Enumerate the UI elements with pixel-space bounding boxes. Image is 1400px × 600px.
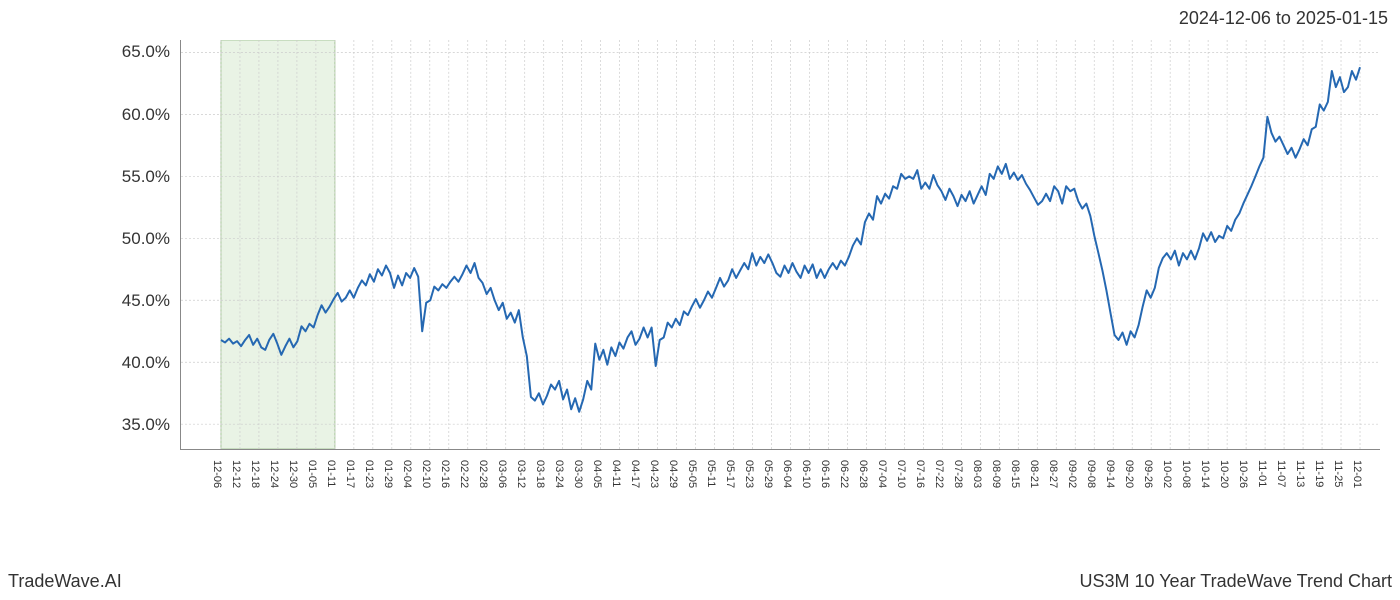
x-tick-label: 10-26: [1237, 460, 1249, 488]
plot-area: [180, 40, 1380, 450]
x-tick-label: 08-21: [1028, 460, 1040, 488]
x-tick-label: 04-17: [629, 460, 641, 488]
x-tick-label: 06-28: [857, 460, 869, 488]
x-tick-label: 02-22: [458, 460, 470, 488]
x-tick-label: 10-02: [1161, 460, 1173, 488]
x-tick-label: 02-16: [439, 460, 451, 488]
x-tick-label: 02-10: [420, 460, 432, 488]
x-tick-label: 03-18: [534, 460, 546, 488]
x-tick-label: 01-23: [363, 460, 375, 488]
x-tick-label: 11-19: [1313, 460, 1325, 487]
x-tick-label: 07-04: [876, 460, 888, 488]
x-tick-label: 06-16: [819, 460, 831, 488]
x-tick-label: 10-14: [1199, 460, 1211, 488]
x-tick-label: 05-11: [705, 460, 717, 487]
x-tick-label: 11-25: [1332, 460, 1344, 487]
x-tick-label: 07-28: [952, 460, 964, 488]
x-tick-label: 10-08: [1180, 460, 1192, 488]
x-tick-label: 03-06: [496, 460, 508, 488]
x-tick-label: 12-01: [1351, 460, 1363, 488]
line-chart-svg: [181, 40, 1380, 449]
x-tick-label: 02-04: [401, 460, 413, 488]
x-tick-label: 05-29: [762, 460, 774, 488]
x-tick-label: 12-30: [287, 460, 299, 488]
x-tick-label: 09-26: [1142, 460, 1154, 488]
x-tick-label: 12-24: [268, 460, 280, 488]
brand-label: TradeWave.AI: [8, 571, 122, 592]
x-tick-label: 01-05: [306, 460, 318, 488]
x-tick-label: 09-02: [1066, 460, 1078, 488]
y-tick-label: 65.0%: [100, 42, 170, 62]
x-tick-label: 12-12: [230, 460, 242, 488]
x-tick-label: 04-05: [591, 460, 603, 488]
x-tick-label: 07-10: [895, 460, 907, 488]
x-tick-label: 07-22: [933, 460, 945, 488]
x-tick-label: 08-27: [1047, 460, 1059, 488]
x-tick-label: 11-01: [1256, 460, 1268, 487]
date-range-label: 2024-12-06 to 2025-01-15: [1179, 8, 1388, 29]
x-tick-label: 03-30: [572, 460, 584, 488]
x-tick-label: 01-11: [325, 460, 337, 487]
x-tick-label: 05-05: [686, 460, 698, 488]
x-tick-label: 02-28: [477, 460, 489, 488]
y-tick-label: 60.0%: [100, 105, 170, 125]
y-tick-label: 45.0%: [100, 291, 170, 311]
x-tick-label: 06-04: [781, 460, 793, 488]
x-tick-label: 05-17: [724, 460, 736, 488]
x-tick-label: 01-29: [382, 460, 394, 488]
x-tick-label: 07-16: [914, 460, 926, 488]
chart-title: US3M 10 Year TradeWave Trend Chart: [1080, 571, 1393, 592]
x-tick-label: 01-17: [344, 460, 356, 488]
x-tick-label: 11-07: [1275, 460, 1287, 487]
x-tick-label: 09-20: [1123, 460, 1135, 488]
x-tick-label: 03-24: [553, 460, 565, 488]
x-tick-label: 09-14: [1104, 460, 1116, 488]
x-tick-label: 08-15: [1009, 460, 1021, 488]
x-tick-label: 09-08: [1085, 460, 1097, 488]
x-tick-label: 03-12: [515, 460, 527, 488]
x-tick-label: 04-29: [667, 460, 679, 488]
x-tick-label: 06-22: [838, 460, 850, 488]
x-tick-label: 12-06: [211, 460, 223, 488]
x-tick-label: 08-09: [990, 460, 1002, 488]
x-tick-label: 12-18: [249, 460, 261, 488]
y-tick-label: 50.0%: [100, 229, 170, 249]
x-tick-label: 11-13: [1294, 460, 1306, 487]
x-tick-label: 08-03: [971, 460, 983, 488]
y-tick-label: 35.0%: [100, 415, 170, 435]
y-tick-label: 55.0%: [100, 167, 170, 187]
x-tick-label: 06-10: [800, 460, 812, 488]
y-tick-label: 40.0%: [100, 353, 170, 373]
x-tick-label: 04-11: [610, 460, 622, 487]
x-tick-label: 04-23: [648, 460, 660, 488]
x-tick-label: 05-23: [743, 460, 755, 488]
chart-container: 35.0% 40.0% 45.0% 50.0% 55.0% 60.0% 65.0% 12-0…: [90, 40, 1380, 510]
x-tick-label: 10-20: [1218, 460, 1230, 488]
